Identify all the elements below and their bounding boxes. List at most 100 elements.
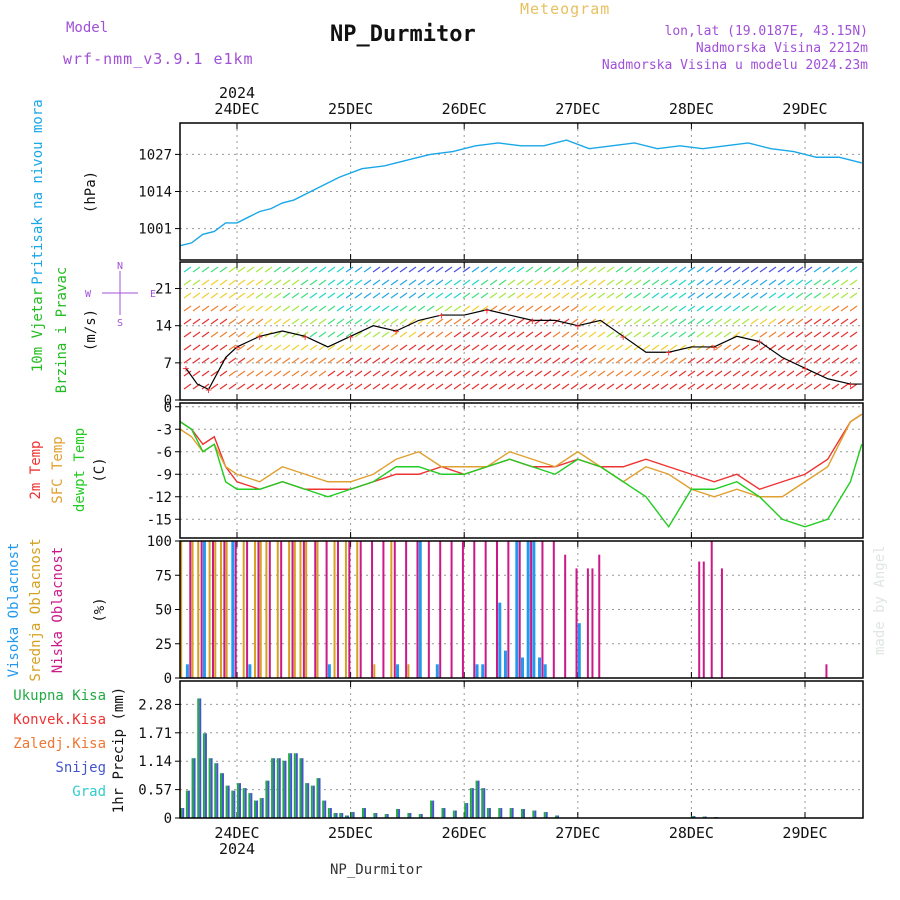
wind-barb <box>264 370 273 377</box>
wind-barb <box>435 383 444 390</box>
wind-barb <box>516 318 525 325</box>
wind-barb <box>786 370 795 377</box>
cloud-bar <box>825 664 828 678</box>
wind-barb <box>750 370 759 377</box>
cloud-bar <box>586 568 589 678</box>
precip-bar-snow <box>375 813 378 818</box>
wind-barb <box>750 279 759 286</box>
wind-barb <box>237 344 246 351</box>
wind-barb <box>552 331 561 338</box>
wind-barb <box>318 318 327 325</box>
cloud-bar <box>473 541 476 678</box>
wind-barb <box>480 318 489 325</box>
cloud-bar <box>498 602 502 678</box>
wind-barb <box>219 318 228 325</box>
cloud-bar <box>265 541 268 678</box>
wind-barb <box>678 266 687 273</box>
wind-barb <box>579 331 588 338</box>
precip-bar-total <box>191 758 194 818</box>
precip-bar-snow <box>239 783 241 818</box>
wind-barb <box>543 383 552 390</box>
wind-barb <box>183 357 192 364</box>
wind-barb <box>516 331 525 338</box>
wind-barb <box>390 331 399 338</box>
wind-barb <box>597 357 606 364</box>
precip-bar-snow <box>318 778 321 818</box>
wind-barb <box>264 279 273 286</box>
series-line <box>180 139 862 247</box>
wind-barb <box>813 318 822 325</box>
wind-barb <box>795 331 804 338</box>
series-line <box>179 413 863 498</box>
precip-bar-snow <box>557 815 560 818</box>
wind-barb <box>507 266 516 273</box>
wind-barb <box>264 357 273 364</box>
wind-barb <box>471 383 480 390</box>
precip-bar-total <box>322 800 325 818</box>
wind-barb <box>336 344 345 351</box>
wind-barb <box>444 292 453 299</box>
wind-barb <box>696 266 705 273</box>
wind-barb <box>525 305 534 312</box>
precip-bar-snow <box>273 758 276 818</box>
y-tick-label: 50 <box>155 603 172 619</box>
wind-barb <box>777 370 786 377</box>
wind-barb <box>489 357 498 364</box>
wind-barb <box>822 266 831 273</box>
wind-barb <box>822 318 831 325</box>
wind-barb <box>804 292 813 299</box>
cloud-bar <box>518 541 521 678</box>
cloud-bar <box>393 541 396 678</box>
wind-barb <box>408 370 417 377</box>
wind-barb <box>507 292 516 299</box>
wind-barb <box>471 344 480 351</box>
wind-barb <box>318 266 327 273</box>
precip-bar-total <box>361 808 364 818</box>
wind-barb <box>417 279 426 286</box>
wind-barb <box>363 331 372 338</box>
y-tick-label: 0.57 <box>138 783 172 799</box>
wind-barb <box>480 344 489 351</box>
wind-barb <box>453 370 462 377</box>
wind-barb <box>840 266 849 273</box>
wind-barb <box>417 344 426 351</box>
wind-barb <box>471 357 480 364</box>
wind-barb <box>732 266 741 273</box>
wind-barb <box>849 344 858 351</box>
wind-barb <box>408 318 417 325</box>
compass-w: W <box>85 289 92 300</box>
wind-barb <box>354 344 363 351</box>
wind-barb <box>282 305 291 312</box>
wind-barb <box>651 370 660 377</box>
cloud-bar <box>302 541 305 678</box>
wind-barb <box>561 279 570 286</box>
wind-barb <box>831 305 840 312</box>
wind-barb <box>336 266 345 273</box>
cloud-bar <box>564 554 567 678</box>
wind-barb <box>309 331 318 338</box>
wind-barb <box>795 383 804 390</box>
cloud-bar <box>484 541 487 678</box>
wind-barb <box>525 279 534 286</box>
y-tick-label: 0 <box>164 400 172 416</box>
wind-barb <box>228 305 237 312</box>
wind-barb <box>786 266 795 273</box>
wind-barb <box>345 292 354 299</box>
wind-barb <box>705 292 714 299</box>
wind-barb <box>642 357 651 364</box>
wind-barb <box>264 344 273 351</box>
wind-barb <box>525 383 534 390</box>
wind-barb <box>417 292 426 299</box>
precip-bar-snow <box>477 780 480 818</box>
wind-barb <box>282 279 291 286</box>
wind-barb <box>615 279 624 286</box>
pressure-axis-label: Pritisak na nivou mora <box>30 99 46 284</box>
wind-barb <box>453 357 462 364</box>
precip-bar-total <box>555 815 558 818</box>
page-title: NP_Durmitor <box>330 22 476 47</box>
precip-bar-snow <box>523 809 525 818</box>
wind-barb <box>327 344 336 351</box>
wind-barb <box>318 383 327 390</box>
wind-barb <box>768 305 777 312</box>
wind-barb <box>579 318 588 325</box>
